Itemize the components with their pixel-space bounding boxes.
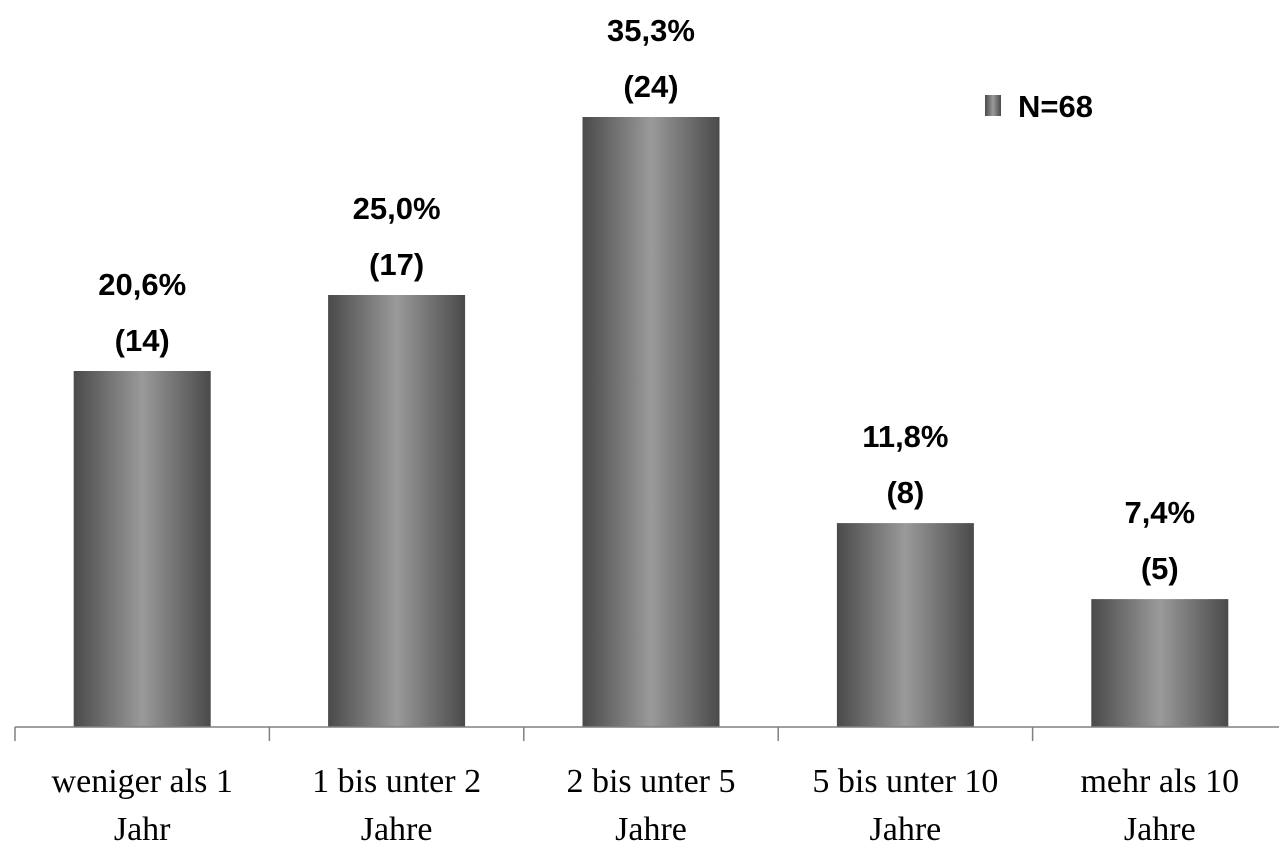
x-axis xyxy=(14,726,1279,741)
tick-label: 1 bis unter 2 xyxy=(312,763,481,800)
data-label-percent: 25,0% xyxy=(353,191,441,226)
bars-group xyxy=(73,117,1229,727)
data-label-percent: 7,4% xyxy=(1124,495,1195,530)
tick-label: Jahre xyxy=(1124,811,1196,848)
data-label-percent: 11,8% xyxy=(862,419,948,454)
category-labels-group: weniger als 1 Jahr 1 bis unter 2 Jahre 2 bis… xyxy=(52,763,1240,848)
tick-label: Jahre xyxy=(615,811,687,848)
data-label-count: (24) xyxy=(623,69,678,104)
data-label-count: (17) xyxy=(369,247,424,282)
tick-label: 2 bis unter 5 xyxy=(566,763,735,800)
tick-label: Jahr xyxy=(114,811,171,848)
value-labels-group: 20,6% (14) 25,0% (17) 35,3% (24) 11,8% (8) 7,4% (… xyxy=(98,13,1195,586)
bar xyxy=(1091,599,1229,727)
data-label-count: (14) xyxy=(115,323,170,358)
tick-label: mehr als 10 xyxy=(1080,763,1239,800)
bar xyxy=(582,117,720,727)
legend-label: N=68 xyxy=(1018,89,1093,124)
data-label-percent: 20,6% xyxy=(98,267,186,302)
tick-label: 5 bis unter 10 xyxy=(812,763,998,800)
legend: N=68 xyxy=(985,89,1093,124)
tick-label: Jahre xyxy=(870,811,942,848)
bar xyxy=(73,371,211,727)
data-label-count: (8) xyxy=(886,475,924,510)
tick-label: Jahre xyxy=(361,811,433,848)
bar xyxy=(328,295,466,727)
tick-label: weniger als 1 xyxy=(52,763,233,800)
bar xyxy=(836,523,974,727)
legend-swatch xyxy=(985,95,1001,116)
data-label-count: (5) xyxy=(1141,551,1179,586)
data-label-percent: 35,3% xyxy=(607,13,695,48)
